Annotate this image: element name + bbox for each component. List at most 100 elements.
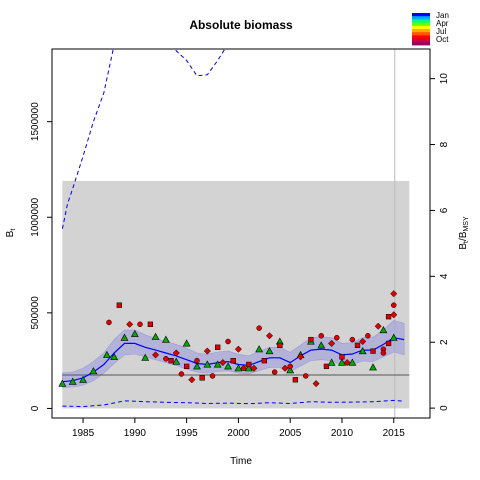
plot-area: 1985 1990 1995 2000 2005 2010 2015050000010000… [30, 48, 450, 439]
index-triangle-point [68, 377, 77, 385]
index-square-point [168, 357, 174, 364]
index-square-point [370, 348, 376, 354]
index-triangle-point [120, 333, 129, 341]
index-square-point [339, 354, 345, 360]
x-tick-label: 2005 [279, 428, 302, 439]
legend-gradient-band [412, 16, 430, 20]
index-circle-point [225, 338, 231, 345]
index-diamond-point [390, 311, 398, 319]
y-right-label-sub: t [463, 241, 470, 243]
legend-gradient-band [412, 25, 430, 30]
y-left-tick-label: 1000000 [30, 197, 41, 236]
index-square-point [323, 363, 330, 370]
index-triangle-point [102, 350, 111, 358]
y-right-tick-label: 6 [439, 207, 450, 213]
index-triangle-point [130, 329, 139, 337]
index-triangle-point [244, 364, 253, 372]
lower-ci-dashed-line [62, 399, 405, 408]
index-diamond-point [265, 332, 274, 340]
legend-gradient-band [412, 29, 430, 33]
index-triangle-point [182, 339, 191, 347]
index-square-point [354, 342, 361, 348]
legend-color-gradient [412, 13, 430, 46]
index-triangle-point [224, 362, 232, 370]
upper-ci-dashed-line [61, 49, 226, 229]
legend-label-oct: Oct [436, 35, 449, 44]
index-diamond-point [188, 376, 196, 384]
legend-label-apr: Apr [436, 19, 449, 28]
index-circle-point [334, 334, 340, 341]
y-left-label-sub: t [10, 229, 17, 231]
index-circle-point [349, 336, 356, 343]
y-axis-left-label: Bt [5, 229, 17, 238]
index-square-point [246, 361, 252, 368]
index-diamond-point [126, 320, 134, 328]
index-triangle-point [172, 357, 181, 365]
index-diamond-point [219, 359, 227, 367]
index-triangle-point [203, 360, 212, 368]
index-triangle-point [358, 347, 367, 355]
chart-title: Absolute biomass [189, 18, 293, 32]
index-square-point [215, 344, 221, 350]
index-square-point [385, 314, 392, 320]
index-square-point [292, 377, 299, 383]
index-square-point [261, 357, 267, 364]
legend-label-jul: Jul [436, 27, 446, 36]
index-circle-point [302, 373, 309, 379]
index-triangle-point [338, 358, 346, 366]
x-tick-label: 1995 [176, 428, 199, 439]
index-circle-point [178, 371, 185, 377]
index-triangle-point [162, 335, 170, 343]
index-triangle-point [234, 364, 243, 372]
index-circle-point [240, 365, 247, 372]
index-triangle-point [193, 362, 201, 370]
y-right-label-suffix: /B [458, 231, 469, 241]
y-right-label-main: B [458, 243, 469, 250]
index-triangle-point [58, 379, 67, 387]
gray-region [62, 180, 410, 409]
index-circle-point [194, 357, 200, 364]
legend-gradient-band [412, 38, 430, 43]
index-circle-point [106, 319, 112, 326]
index-square-point [277, 342, 283, 348]
index-diamond-point [296, 353, 305, 361]
index-diamond-point [250, 364, 258, 372]
index-triangle-point [213, 360, 222, 368]
index-triangle-point [151, 332, 160, 340]
legend-gradient-band [412, 13, 430, 17]
index-square-point [183, 363, 190, 370]
index-triangle-point [369, 363, 377, 371]
index-circle-point [380, 350, 387, 356]
index-circle-point [287, 363, 293, 370]
svg-text:Bt/BMSY: Bt/BMSY [458, 216, 470, 250]
index-triangle-point [110, 352, 119, 360]
index-diamond-point [152, 351, 160, 359]
index-triangle-point [89, 367, 98, 375]
index-circle-point [318, 333, 325, 339]
y-right-tick-label: 8 [439, 141, 450, 147]
y-left-tick-label: 1500000 [30, 102, 41, 141]
index-diamond-point [374, 322, 382, 330]
y-right-tick-label: 10 [439, 73, 450, 85]
legend-gradient-band [412, 19, 430, 23]
index-diamond-point [328, 339, 336, 347]
index-circle-point [365, 333, 371, 339]
index-triangle-point [348, 358, 357, 366]
y-right-tick-label: 2 [439, 339, 450, 345]
index-square-point [308, 336, 314, 343]
y-right-tick-label: 4 [439, 273, 450, 279]
index-triangle-point [379, 326, 388, 334]
y-left-tick-label: 500000 [30, 296, 41, 330]
index-triangle-point [265, 347, 274, 355]
index-diamond-point [312, 380, 320, 388]
y-right-tick-label: 0 [439, 405, 450, 411]
y-left-label-main: B [5, 230, 16, 237]
index-square-point [147, 321, 154, 327]
legend-label-jan: Jan [436, 11, 449, 20]
y-left-tick-label: 0 [30, 405, 41, 411]
index-square-point [116, 302, 122, 308]
index-triangle-point [79, 375, 87, 383]
index-circle-point [391, 302, 397, 308]
index-triangle-point [327, 358, 336, 366]
